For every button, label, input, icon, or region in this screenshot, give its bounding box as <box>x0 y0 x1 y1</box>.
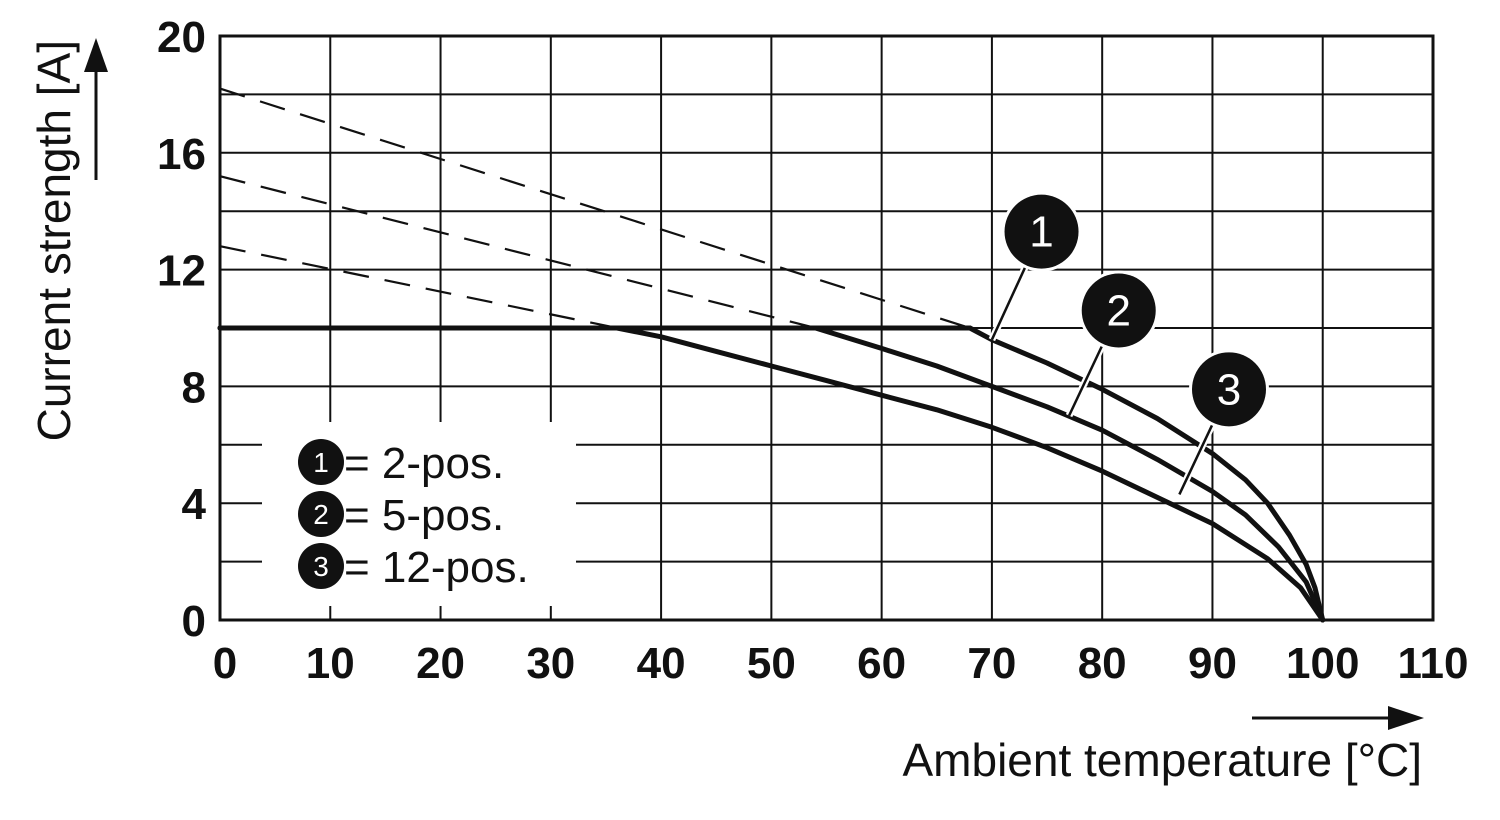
curve-3 <box>614 325 1326 623</box>
legend-entry-3: = 12-pos. <box>344 543 529 592</box>
y-tick-label: 16 <box>157 130 206 179</box>
x-tick-label: 40 <box>637 639 686 688</box>
dashed-line-3 <box>219 245 618 330</box>
dashed-line-1 <box>219 87 971 330</box>
x-axis-title: Ambient temperature [°C] <box>903 734 1423 786</box>
y-tick-label: 0 <box>182 597 206 646</box>
derating-curves <box>614 325 1326 623</box>
x-axis-arrow-head <box>1388 706 1424 730</box>
legend-entry-1: = 2-pos. <box>344 439 504 488</box>
curve-2 <box>813 325 1326 623</box>
x-tick-label: 100 <box>1286 639 1359 688</box>
x-tick-label: 90 <box>1188 639 1237 688</box>
legend-badge-number-1: 1 <box>313 447 329 478</box>
callout-badge-number-2: 2 <box>1106 286 1130 335</box>
x-tick-label: 80 <box>1078 639 1127 688</box>
curve-1 <box>967 325 1326 623</box>
x-tick-label: 50 <box>747 639 796 688</box>
callout-badge-number-3: 3 <box>1217 365 1241 414</box>
x-tick-label: 0 <box>213 639 237 688</box>
dashed-extrapolation-lines <box>219 87 971 330</box>
callout-badge-3 <box>1191 352 1266 427</box>
x-tick-label: 20 <box>416 639 465 688</box>
callout-badge-2 <box>1081 273 1156 348</box>
x-tick-label: 10 <box>306 639 355 688</box>
x-tick-label: 110 <box>1398 639 1469 688</box>
x-tick-label: 60 <box>857 639 906 688</box>
y-tick-label: 4 <box>182 480 207 529</box>
y-tick-label: 8 <box>182 363 206 412</box>
legend-badge-1 <box>298 439 344 485</box>
callout-badge-number-1: 1 <box>1029 208 1053 257</box>
x-tick-label: 70 <box>967 639 1016 688</box>
y-tick-label: 20 <box>157 13 206 62</box>
y-axis-title: Current strength [A] <box>28 40 80 441</box>
callout-badge-1 <box>1004 194 1079 269</box>
legend: 1 = 2-pos. 2 = 5-pos. 3 = 12-pos. <box>262 422 576 606</box>
y-axis-title-group: Current strength [A] <box>28 38 108 441</box>
y-tick-label: 12 <box>157 247 206 296</box>
y-axis-arrow-head <box>84 38 108 72</box>
x-tick-label: 30 <box>526 639 575 688</box>
dashed-line-2 <box>219 175 816 330</box>
legend-badge-number-2: 2 <box>313 499 329 530</box>
legend-badge-3 <box>298 543 344 589</box>
legend-entry-2: = 5-pos. <box>344 491 504 540</box>
x-axis-title-group: Ambient temperature [°C] <box>903 706 1424 786</box>
callout-leader-3 <box>1178 424 1214 495</box>
legend-badge-2 <box>298 491 344 537</box>
series-callouts: 1 2 3 <box>988 191 1269 496</box>
callout-leader-2 <box>1067 345 1104 417</box>
callout-leader-1 <box>990 266 1027 341</box>
legend-badge-number-3: 3 <box>313 551 329 582</box>
